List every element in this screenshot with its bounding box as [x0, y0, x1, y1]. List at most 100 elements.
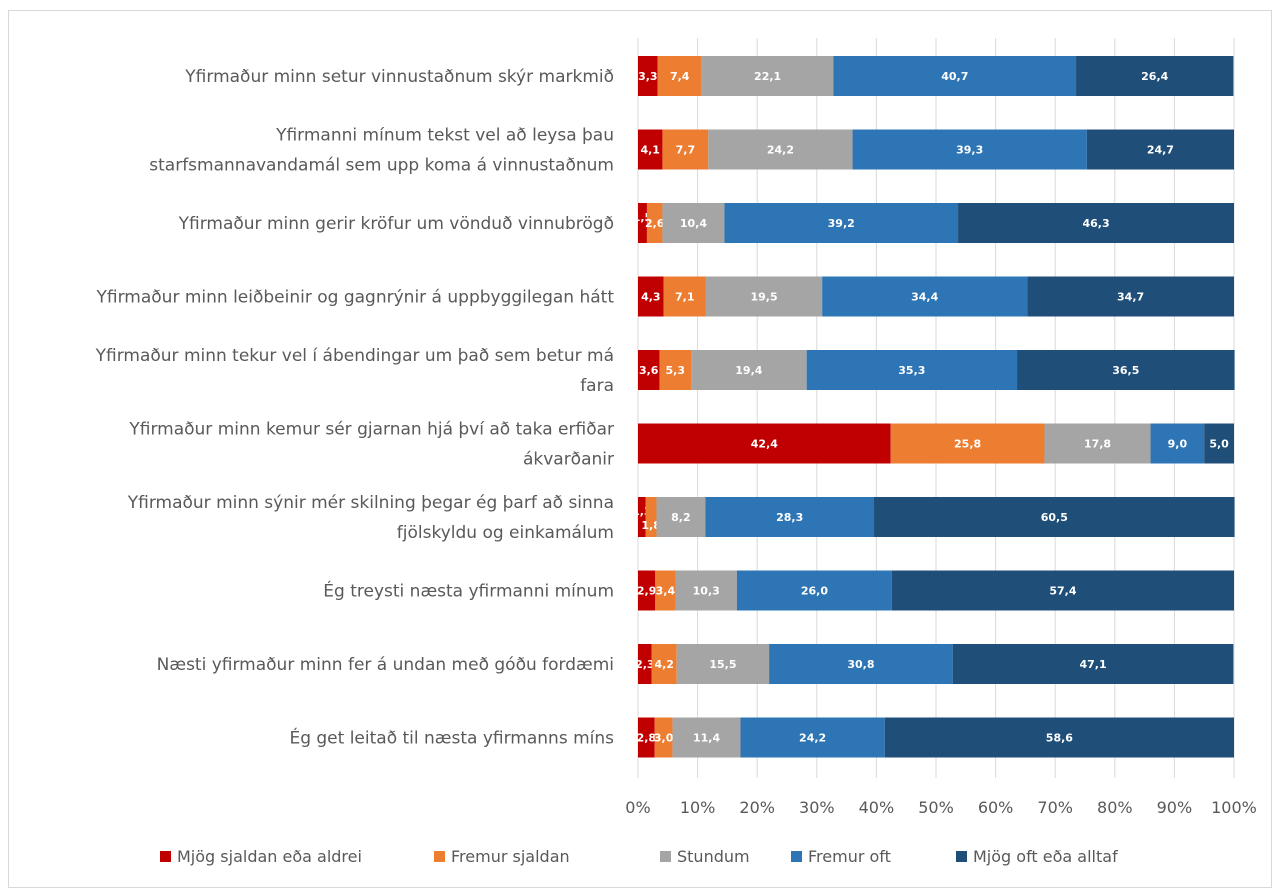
category-label: Yfirmanni mínum tekst vel að leysa þau [275, 126, 614, 146]
data-label: 4,2 [654, 658, 674, 671]
bar-segment [740, 717, 885, 758]
bar-segment [891, 570, 1234, 611]
data-label: 24,7 [1147, 144, 1174, 157]
x-tick-label: 60% [978, 798, 1014, 817]
data-label: 26,4 [1141, 70, 1168, 83]
data-label: 11,4 [693, 732, 720, 745]
x-tick-label: 20% [739, 798, 775, 817]
legend-swatch [660, 851, 671, 862]
data-label: 2,9 [637, 585, 657, 598]
bar-segment [958, 203, 1234, 243]
bar-segment [1086, 129, 1234, 170]
data-label: 19,4 [735, 364, 762, 377]
data-label: 35,3 [898, 364, 925, 377]
data-label: 1,8 [641, 519, 661, 532]
x-tick-label: 100% [1211, 798, 1257, 817]
data-label: 28,3 [776, 511, 803, 524]
x-tick-label: 90% [1157, 798, 1193, 817]
data-label: 4,1 [640, 144, 660, 157]
bar-segment [890, 423, 1045, 464]
data-label: 2,6 [645, 217, 665, 230]
data-label: 47,1 [1079, 658, 1106, 671]
bar-segment [1150, 423, 1205, 464]
data-label: 17,8 [1084, 438, 1111, 451]
bar-segment [1027, 276, 1234, 317]
data-label: 22,1 [754, 70, 781, 83]
bar-segment [645, 497, 657, 537]
bar-segment [769, 644, 953, 684]
data-label: 4,3 [641, 291, 661, 304]
legend-swatch [160, 851, 171, 862]
data-label: 9,0 [1168, 438, 1188, 451]
bar-segment [638, 570, 656, 611]
data-label: 19,5 [750, 291, 777, 304]
bar-segment [708, 129, 853, 170]
data-label: 36,5 [1112, 364, 1139, 377]
legend-swatch [791, 851, 802, 862]
bar-segment [662, 129, 709, 170]
bar-segment [833, 56, 1077, 96]
x-tick-label: 0% [625, 798, 650, 817]
data-label: 7,1 [675, 291, 695, 304]
bar-segment [654, 717, 673, 758]
bar-segment [672, 717, 741, 758]
bar-segment [701, 56, 834, 96]
bar-segment [676, 644, 770, 684]
data-label: 3,4 [656, 585, 676, 598]
category-label: Yfirmaður minn sýnir mér skilning þegar … [127, 493, 614, 513]
category-label: Yfirmaður minn gerir kröfur um vönduð vi… [178, 214, 614, 234]
data-label: 57,4 [1049, 585, 1076, 598]
data-label: 15,5 [709, 658, 736, 671]
bar-segment [691, 350, 807, 390]
data-label: 30,8 [847, 658, 874, 671]
x-tick-label: 40% [859, 798, 895, 817]
bar-segment [638, 129, 663, 170]
bar-segment [638, 497, 646, 537]
category-label: Yfirmaður minn setur vinnustaðnum skýr m… [184, 67, 614, 87]
data-label: 34,7 [1117, 291, 1144, 304]
bar-segment [662, 203, 725, 243]
bar-segment [657, 56, 702, 96]
data-label: 60,5 [1041, 511, 1068, 524]
category-label: fara [580, 376, 614, 396]
data-label: 10,3 [693, 585, 720, 598]
legend-label: Fremur sjaldan [451, 847, 570, 866]
chart-frame [8, 10, 1272, 888]
bar-segment [651, 644, 677, 684]
data-label: 7,7 [676, 144, 696, 157]
bar-segment [638, 276, 664, 317]
data-label: 5,0 [1209, 438, 1229, 451]
data-label: 58,6 [1046, 732, 1073, 745]
data-label: 39,2 [828, 217, 855, 230]
bar-segment [1076, 56, 1234, 96]
bar-segment [646, 203, 663, 243]
bar-segment [638, 350, 660, 390]
bar-segment [1204, 423, 1234, 464]
category-label: Yfirmaður minn leiðbeinir og gagnrýnir á… [96, 288, 615, 308]
legend-label: Mjög sjaldan eða aldrei [177, 847, 362, 866]
legend-label: Stundum [677, 847, 750, 866]
bar-segment [638, 423, 891, 464]
bar-segment [663, 276, 706, 317]
data-label: 7,4 [670, 70, 690, 83]
bar-segment [1044, 423, 1151, 464]
bar-segment [705, 276, 823, 317]
bar-segment [884, 717, 1234, 758]
bar-segment [656, 497, 706, 537]
bar-segment [659, 350, 692, 390]
bar-segment [1017, 350, 1235, 390]
bar-segment [638, 717, 655, 758]
data-label: 24,2 [799, 732, 826, 745]
data-label: 3,3 [638, 70, 658, 83]
legend-label: Fremur oft [808, 847, 891, 866]
data-label: 2,8 [637, 732, 657, 745]
bar-segment [874, 497, 1235, 537]
category-label: Yfirmaður minn tekur vel í ábendingar um… [95, 346, 614, 366]
bar-segment [638, 644, 652, 684]
data-label: 10,4 [680, 217, 707, 230]
legend-swatch [956, 851, 967, 862]
data-label: 26,0 [801, 585, 828, 598]
data-label: 5,3 [666, 364, 686, 377]
x-tick-label: 50% [918, 798, 954, 817]
bar-segment [675, 570, 737, 611]
